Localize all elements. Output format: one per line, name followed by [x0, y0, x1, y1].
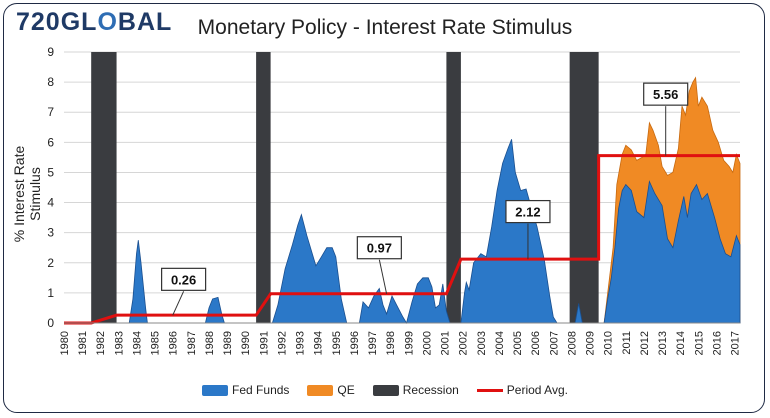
y-tick-label: 5	[47, 165, 54, 179]
y-tick-label: 8	[47, 75, 54, 89]
y-tick-label: 4	[47, 196, 54, 210]
legend-swatch-recession	[372, 384, 399, 396]
x-tick-label: 1994	[313, 331, 325, 355]
x-tick-label: 1982	[95, 331, 107, 355]
legend-label-period-avg: Period Avg.	[506, 383, 568, 397]
x-tick-label: 2000	[421, 331, 433, 355]
legend-swatch-qe	[307, 384, 334, 396]
y-tick-label: 3	[47, 226, 54, 240]
period-avg-line	[64, 154, 740, 325]
legend-item-fed-funds: Fed Funds	[202, 383, 289, 397]
recession-band	[256, 52, 271, 323]
y-tick-label: 9	[47, 45, 54, 59]
y-tick-label: 2	[47, 256, 54, 270]
x-tick-label: 2017	[730, 331, 742, 355]
x-tick-label: 2016	[711, 331, 723, 355]
legend-label-fed-funds: Fed Funds	[232, 383, 290, 397]
x-tick-label: 2012	[639, 331, 651, 355]
x-tick-label: 2001	[440, 331, 452, 355]
x-tick-label: 2007	[548, 331, 560, 355]
x-tick-label: 1983	[113, 331, 125, 355]
legend-item-qe: QE	[307, 383, 355, 397]
x-tick-label: 2005	[512, 331, 524, 355]
x-tick-label: 1999	[403, 331, 415, 355]
x-tick-label: 1998	[385, 331, 397, 355]
chart-title: Monetary Policy - Interest Rate Stimulus	[197, 16, 573, 39]
annotation-label: 2.12	[515, 205, 540, 220]
x-tick-label: 1987	[186, 331, 198, 355]
fed-funds-area	[64, 139, 741, 325]
legend-label-qe: QE	[337, 383, 355, 397]
x-tick-label: 1985	[150, 331, 162, 355]
x-tick-label: 1991	[258, 331, 270, 355]
annotation-label: 5.56	[653, 87, 678, 102]
x-tick-label: 1990	[240, 331, 252, 355]
annotation-label: 0.97	[367, 241, 392, 256]
chart-legend: Fed Funds QE Recession Period Avg.	[0, 383, 770, 397]
y-tick-label: 7	[47, 105, 54, 119]
x-tick-label: 1989	[222, 331, 234, 355]
x-tick-label: 2008	[566, 331, 578, 355]
x-tick-label: 2002	[458, 331, 470, 355]
recession-band	[446, 52, 461, 323]
y-tick-label: 0	[47, 316, 54, 330]
recession-band	[569, 52, 599, 323]
x-tick-label: 1996	[349, 331, 361, 355]
legend-label-recession: Recession	[402, 383, 459, 397]
legend-swatch-fed-funds	[202, 384, 229, 396]
legend-item-recession: Recession	[372, 383, 459, 397]
legend-swatch-period-avg	[476, 388, 503, 392]
x-tick-label: 2003	[476, 331, 488, 355]
x-tick-label: 1986	[168, 331, 180, 355]
annotation-label: 0.26	[171, 272, 196, 287]
x-tick-label: 2009	[585, 331, 597, 355]
x-tick-label: 1980	[59, 331, 71, 355]
annotation-pointer	[378, 259, 388, 294]
x-tick-label: 2015	[693, 331, 705, 355]
x-tick-label: 1992	[276, 331, 288, 355]
x-tick-label: 2013	[657, 331, 669, 355]
y-tick-label: 1	[47, 286, 54, 300]
annotation-pointer	[172, 291, 185, 316]
annotation-box	[161, 267, 207, 291]
x-tick-label: 1981	[77, 331, 89, 355]
legend-item-period-avg: Period Avg.	[476, 383, 568, 397]
annotation-box	[643, 82, 689, 106]
brand-logo: 720GLOBAL	[16, 8, 173, 36]
x-tick-label: 2010	[603, 331, 615, 355]
x-tick-label: 2014	[675, 331, 687, 355]
annotation-box	[505, 199, 551, 224]
x-tick-label: 1984	[131, 331, 143, 355]
x-tick-label: 1993	[295, 331, 307, 355]
x-tick-label: 1988	[204, 331, 216, 355]
x-tick-label: 1995	[331, 331, 343, 355]
x-tick-label: 2004	[494, 331, 506, 355]
recession-band	[91, 52, 117, 323]
x-tick-label: 1997	[367, 331, 379, 355]
x-tick-label: 2011	[621, 331, 633, 355]
y-tick-label: 6	[47, 135, 54, 149]
annotation-box	[356, 236, 402, 260]
x-tick-label: 2006	[530, 331, 542, 355]
